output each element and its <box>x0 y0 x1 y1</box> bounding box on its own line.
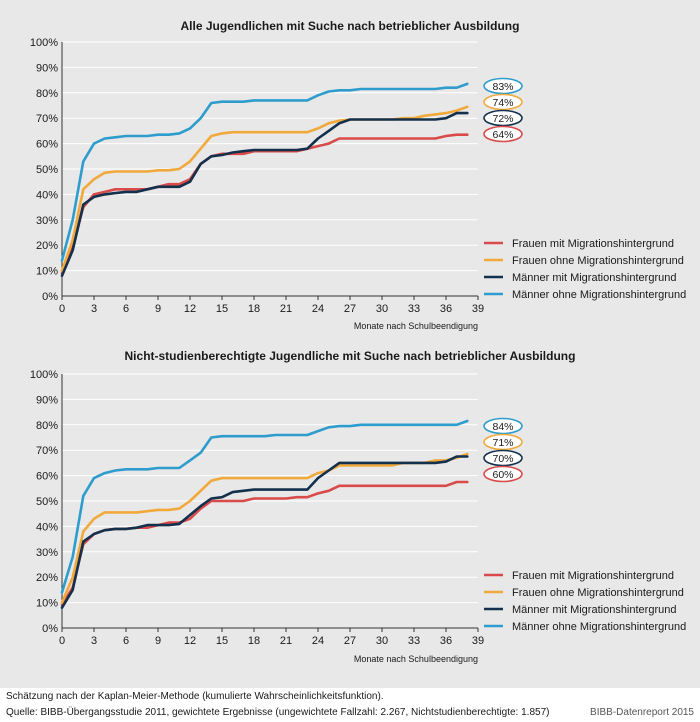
y-tick-label: 30% <box>36 215 58 227</box>
y-tick-label: 10% <box>36 266 58 278</box>
x-tick-label: 12 <box>184 635 196 647</box>
y-tick-label: 50% <box>36 164 58 176</box>
x-tick-label: 18 <box>248 303 260 315</box>
chart-frame: Alle Jugendlichen mit Suche nach betrieb… <box>0 0 700 688</box>
y-tick-label: 70% <box>36 445 58 457</box>
x-tick-label: 9 <box>155 635 161 647</box>
end-label-ring <box>483 449 523 467</box>
y-tick-label: 90% <box>36 62 58 74</box>
end-label-badge: 64% <box>483 125 523 143</box>
y-tick-label: 40% <box>36 189 58 201</box>
x-tick-label: 36 <box>440 635 452 647</box>
x-tick-label: 6 <box>123 635 129 647</box>
x-tick-label: 21 <box>280 303 292 315</box>
x-tick-label: 12 <box>184 303 196 315</box>
x-tick-label: 15 <box>216 635 228 647</box>
x-tick-label: 3 <box>91 635 97 647</box>
legend-label: Männer mit Migrationshintergrund <box>512 604 676 616</box>
y-tick-label: 0% <box>42 623 58 635</box>
legend-label: Männer ohne Migrationshintergrund <box>512 289 686 301</box>
y-tick-label: 50% <box>36 496 58 508</box>
x-tick-label: 30 <box>376 635 388 647</box>
y-tick-label: 60% <box>36 139 58 151</box>
legend-label: Frauen ohne Migrationshintergrund <box>512 255 684 267</box>
x-tick-label: 36 <box>440 303 452 315</box>
series-line-4 <box>60 419 469 594</box>
end-label-badge: 83% <box>483 77 523 95</box>
chart-title: Nicht-studienberechtigte Jugendliche mit… <box>125 349 576 363</box>
y-tick-label: 20% <box>36 572 58 584</box>
legend-label: Frauen mit Migrationshintergrund <box>512 238 674 250</box>
x-tick-label: 39 <box>472 303 484 315</box>
end-label-badge: 84% <box>483 417 523 435</box>
end-label: 64% <box>492 129 513 141</box>
end-label: 84% <box>492 421 513 433</box>
end-label-ring <box>483 109 523 127</box>
y-tick-label: 20% <box>36 240 58 252</box>
end-label: 71% <box>492 437 513 449</box>
end-label-ring <box>483 93 523 111</box>
series-line-1 <box>60 133 469 275</box>
end-label: 72% <box>492 113 513 125</box>
end-label-badge: 70% <box>483 449 523 467</box>
y-tick-label: 100% <box>30 369 58 381</box>
y-tick-label: 40% <box>36 521 58 533</box>
x-tick-label: 33 <box>408 635 420 647</box>
x-tick-label: 27 <box>344 635 356 647</box>
end-label-badge: 74% <box>483 93 523 111</box>
series-line-1 <box>60 480 469 607</box>
y-tick-label: 70% <box>36 113 58 125</box>
end-label-badge: 72% <box>483 109 523 127</box>
end-label: 70% <box>492 453 513 465</box>
y-tick-label: 0% <box>42 291 58 303</box>
x-tick-label: 0 <box>59 635 65 647</box>
x-tick-label: 21 <box>280 635 292 647</box>
legend-label: Männer ohne Migrationshintergrund <box>512 621 686 633</box>
y-tick-label: 80% <box>36 88 58 100</box>
x-tick-label: 33 <box>408 303 420 315</box>
x-tick-label: 27 <box>344 303 356 315</box>
y-tick-label: 80% <box>36 420 58 432</box>
end-label-ring <box>483 465 523 483</box>
series-line-4 <box>60 82 469 262</box>
x-tick-label: 18 <box>248 635 260 647</box>
x-tick-label: 6 <box>123 303 129 315</box>
y-tick-label: 90% <box>36 394 58 406</box>
legend-label: Frauen mit Migrationshintergrund <box>512 570 674 582</box>
source-note: Quelle: BIBB-Übergangsstudie 2011, gewic… <box>6 707 550 718</box>
chart-title: Alle Jugendlichen mit Suche nach betrieb… <box>181 19 520 33</box>
end-label-ring <box>483 433 523 451</box>
method-note: Schätzung nach der Kaplan-Meier-Methode … <box>6 691 384 702</box>
chart-panel-2: Nicht-studienberechtigte Jugendliche mit… <box>30 349 686 664</box>
x-tick-label: 0 <box>59 303 65 315</box>
series-line-3 <box>60 111 469 277</box>
x-tick-label: 24 <box>312 303 324 315</box>
y-tick-label: 100% <box>30 37 58 49</box>
legend-label: Frauen ohne Migrationshintergrund <box>512 587 684 599</box>
y-tick-label: 10% <box>36 598 58 610</box>
end-label: 60% <box>492 469 513 481</box>
end-label-ring <box>483 77 523 95</box>
end-label: 74% <box>492 97 513 109</box>
x-tick-label: 39 <box>472 635 484 647</box>
x-tick-label: 15 <box>216 303 228 315</box>
charts-canvas: Alle Jugendlichen mit Suche nach betrieb… <box>30 19 686 664</box>
end-label-badge: 71% <box>483 433 523 451</box>
y-tick-label: 30% <box>36 547 58 559</box>
x-axis-label: Monate nach Schulbeendigung <box>354 654 478 664</box>
legend-label: Männer mit Migrationshintergrund <box>512 272 676 284</box>
end-label-ring <box>483 125 523 143</box>
x-tick-label: 30 <box>376 303 388 315</box>
x-tick-label: 24 <box>312 635 324 647</box>
chart-panel-1: Alle Jugendlichen mit Suche nach betrieb… <box>30 19 686 331</box>
x-tick-label: 9 <box>155 303 161 315</box>
x-axis-label: Monate nach Schulbeendigung <box>354 321 478 331</box>
end-label: 83% <box>492 81 513 93</box>
end-label-badge: 60% <box>483 465 523 483</box>
y-tick-label: 60% <box>36 471 58 483</box>
end-label-ring <box>483 417 523 435</box>
series-line-3 <box>60 455 469 609</box>
report-credit: BIBB-Datenreport 2015 <box>590 707 694 718</box>
x-tick-label: 3 <box>91 303 97 315</box>
